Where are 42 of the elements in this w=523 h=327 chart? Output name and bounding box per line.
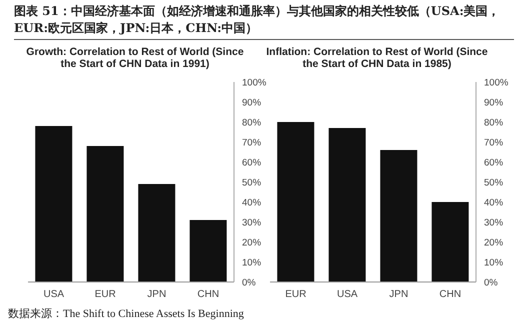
- y-tick-label: 60%: [242, 157, 262, 168]
- bar: [277, 122, 314, 282]
- y-tick-label: 10%: [484, 257, 504, 268]
- source-note: 数据来源：The Shift to Chinese Assets Is Beginning: [8, 307, 244, 321]
- chart-title: Inflation: Correlation to Rest of World (Since the Start of CHN Data in 1985): [265, 46, 489, 70]
- x-tick-label: CHN: [197, 289, 220, 300]
- bar: [138, 184, 176, 282]
- x-tick-label: USA: [43, 289, 64, 300]
- y-tick-label: 30%: [242, 217, 262, 228]
- chart-title: Growth: Correlation to Rest of World (Since the Start of CHN Data in 1991): [25, 46, 245, 70]
- x-tick-label: EUR: [285, 289, 306, 300]
- y-tick-label: 10%: [242, 257, 262, 268]
- y-tick-label: 60%: [484, 157, 504, 168]
- x-tick-label: JPN: [147, 289, 166, 300]
- y-tick-label: 80%: [484, 117, 504, 128]
- x-tick-label: JPN: [389, 289, 408, 300]
- bar: [190, 220, 227, 282]
- y-tick-label: 20%: [484, 237, 504, 248]
- bar: [432, 202, 469, 282]
- bar: [86, 146, 124, 282]
- x-tick-label: USA: [336, 289, 358, 300]
- y-tick-label: 40%: [242, 197, 262, 208]
- y-tick-label: 0%: [242, 277, 256, 288]
- y-tick-label: 100%: [484, 77, 509, 88]
- y-tick-label: 0%: [484, 277, 498, 288]
- y-tick-label: 100%: [242, 77, 267, 88]
- bar: [328, 128, 366, 282]
- y-tick-label: 90%: [242, 97, 262, 108]
- text: 图表 51：中国经济基本面（如经济增速和通胀率）与其他国家的相关性较低（USA:美国，EUR:欧元区国家，JPN:日本，CHN:中国）: [14, 3, 514, 40]
- y-tick-label: 90%: [484, 97, 504, 108]
- y-tick-label: 50%: [484, 177, 504, 188]
- x-tick-label: EUR: [94, 289, 116, 300]
- y-tick-label: 80%: [242, 117, 262, 128]
- y-tick-label: 70%: [484, 137, 504, 148]
- y-tick-label: 70%: [242, 137, 262, 148]
- y-tick-label: 20%: [242, 237, 262, 248]
- x-tick-label: CHN: [439, 289, 462, 300]
- y-tick-label: 30%: [484, 217, 504, 228]
- y-tick-label: 40%: [484, 197, 504, 208]
- bar: [35, 126, 72, 282]
- bar: [380, 150, 418, 282]
- y-tick-label: 50%: [242, 177, 262, 188]
